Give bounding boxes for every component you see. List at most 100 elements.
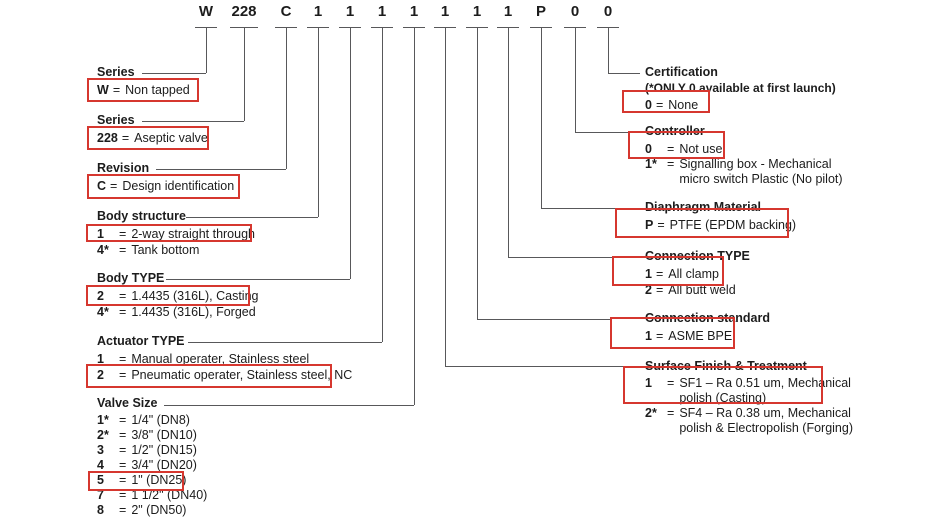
option-row: C = Design identification — [97, 178, 234, 194]
option-desc: Not use — [679, 142, 723, 156]
option-code: 228 — [97, 131, 118, 145]
connector-stem-11 — [541, 27, 542, 208]
connector-branch-series-2 — [142, 121, 244, 122]
equals-sign: = — [110, 179, 118, 193]
code-segment-2: 228 — [231, 3, 257, 20]
option-code: 2* — [97, 428, 109, 442]
connector-stem-12 — [575, 27, 576, 132]
option-desc: 3/8" (DN10) — [131, 428, 197, 442]
option-code: 7 — [97, 488, 104, 502]
option-row: 1 = All clamp — [645, 266, 750, 282]
group-title: Valve Size — [97, 396, 158, 410]
option-desc: Pneumatic operater, Stainless steel, NC — [131, 368, 353, 382]
option-code: 2 — [97, 368, 104, 382]
connector-branch-surface-finish — [445, 366, 624, 367]
connector-stem-3 — [286, 27, 287, 169]
option-desc: None — [668, 98, 699, 112]
group-diaphragm-material: Diaphragm Material P = PTFE (EPDM backin… — [645, 201, 796, 233]
equals-sign: = — [119, 503, 127, 517]
option-row: 1 = 2-way straight through — [97, 226, 255, 242]
option-row: 8 = 2" (DN50) — [97, 503, 207, 518]
group-surface-finish: Surface Finish & Treatment 1 = SF1 – Ra … — [645, 360, 857, 436]
connector-branch-certification — [608, 73, 640, 74]
option-code: C — [97, 179, 107, 193]
connector-stem-10 — [508, 27, 509, 257]
equals-sign: = — [667, 157, 675, 171]
connector-stem-4 — [318, 27, 319, 217]
highlight-box-aseptic-valve — [87, 126, 209, 150]
equals-sign: = — [655, 98, 664, 112]
code-segment-9: 1 — [472, 3, 482, 20]
highlight-box-cert-none — [622, 90, 710, 113]
option-code: 1* — [645, 157, 657, 171]
equals-sign: = — [119, 368, 127, 382]
equals-sign: = — [119, 305, 127, 319]
option-desc: SF4 – Ra 0.38 um, Mechanical polish & El… — [679, 406, 854, 435]
highlight-box-non-tapped — [87, 78, 199, 102]
option-desc: Non tapped — [125, 83, 190, 97]
option-code: 1* — [97, 413, 109, 427]
group-title: Series — [97, 65, 135, 79]
option-desc: Aseptic valve — [134, 131, 208, 145]
option-row: 4* = Tank bottom — [97, 242, 255, 258]
equals-sign: = — [119, 243, 127, 257]
connector-branch-revision — [156, 169, 286, 170]
connector-stem-5 — [350, 27, 351, 279]
option-row: 0 = None — [645, 97, 836, 113]
connector-branch-body-structure — [186, 217, 318, 218]
option-code: 1 — [97, 352, 104, 366]
group-title: Revision — [97, 161, 150, 175]
equals-sign: = — [119, 227, 127, 241]
connector-branch-conn-standard — [477, 319, 611, 320]
option-desc: 1.4435 (316L), Forged — [131, 305, 256, 319]
highlight-box-sf1 — [623, 366, 823, 404]
option-row: P = PTFE (EPDM backing) — [645, 217, 796, 233]
option-row: 2* = SF4 – Ra 0.38 um, Mechanical polish… — [645, 406, 857, 436]
option-code: 8 — [97, 503, 104, 517]
option-code: W — [97, 83, 109, 97]
code-segment-6: 1 — [377, 3, 387, 20]
equals-sign: = — [655, 329, 664, 343]
connector-branch-series-1 — [142, 73, 206, 74]
connector-stem-6 — [382, 27, 383, 342]
equals-sign: = — [121, 131, 130, 145]
equals-sign: = — [655, 283, 664, 297]
connector-branch-actuator-type — [188, 342, 382, 343]
code-segment-3: C — [280, 3, 292, 20]
group-title: Body structure — [97, 209, 186, 223]
option-desc: 3/4" (DN20) — [131, 458, 197, 472]
connector-stem-13 — [608, 27, 609, 73]
group-title: Certification — [645, 65, 718, 79]
code-segment-4: 1 — [313, 3, 323, 20]
equals-sign: = — [119, 473, 127, 487]
group-title: Diaphragm Material — [645, 200, 762, 214]
equals-sign: = — [657, 218, 665, 232]
code-segment-13: 0 — [603, 3, 613, 20]
group-certification: Certification (*ONLY 0 available at firs… — [645, 66, 836, 113]
option-row: 1 = SF1 – Ra 0.51 um, Mechanical polish … — [645, 376, 857, 406]
group-valve-size: Valve Size 1* = 1/4" (DN8) 2* = 3/8" (DN… — [97, 397, 207, 518]
group-actuator-type: Actuator TYPE 1 = Manual operater, Stain… — [97, 335, 352, 383]
option-code: 5 — [97, 473, 104, 487]
connector-branch-conn-type — [508, 257, 613, 258]
code-segment-7: 1 — [409, 3, 419, 20]
option-code: 4* — [97, 305, 109, 319]
option-row: 4 = 3/4" (DN20) — [97, 458, 207, 473]
option-code: 4* — [97, 243, 109, 257]
option-row: 2 = All butt weld — [645, 282, 750, 298]
option-code: 0 — [645, 98, 652, 112]
option-desc: 2" (DN50) — [131, 503, 187, 517]
code-segment-8: 1 — [440, 3, 450, 20]
option-desc: 1 1/2" (DN40) — [131, 488, 208, 502]
equals-sign: = — [119, 289, 127, 303]
option-desc: ASME BPE — [668, 329, 733, 343]
group-revision: Revision C = Design identification — [97, 162, 234, 194]
option-row: 5 = 1" (DN25) — [97, 473, 207, 488]
option-desc: Signalling box - Mechanical micro switch… — [679, 157, 843, 186]
option-desc: 1" (DN25) — [131, 473, 187, 487]
option-code: 1 — [645, 329, 652, 343]
option-desc: 1/2" (DN15) — [131, 443, 197, 457]
option-desc: 1/4" (DN8) — [131, 413, 190, 427]
equals-sign: = — [119, 443, 127, 457]
